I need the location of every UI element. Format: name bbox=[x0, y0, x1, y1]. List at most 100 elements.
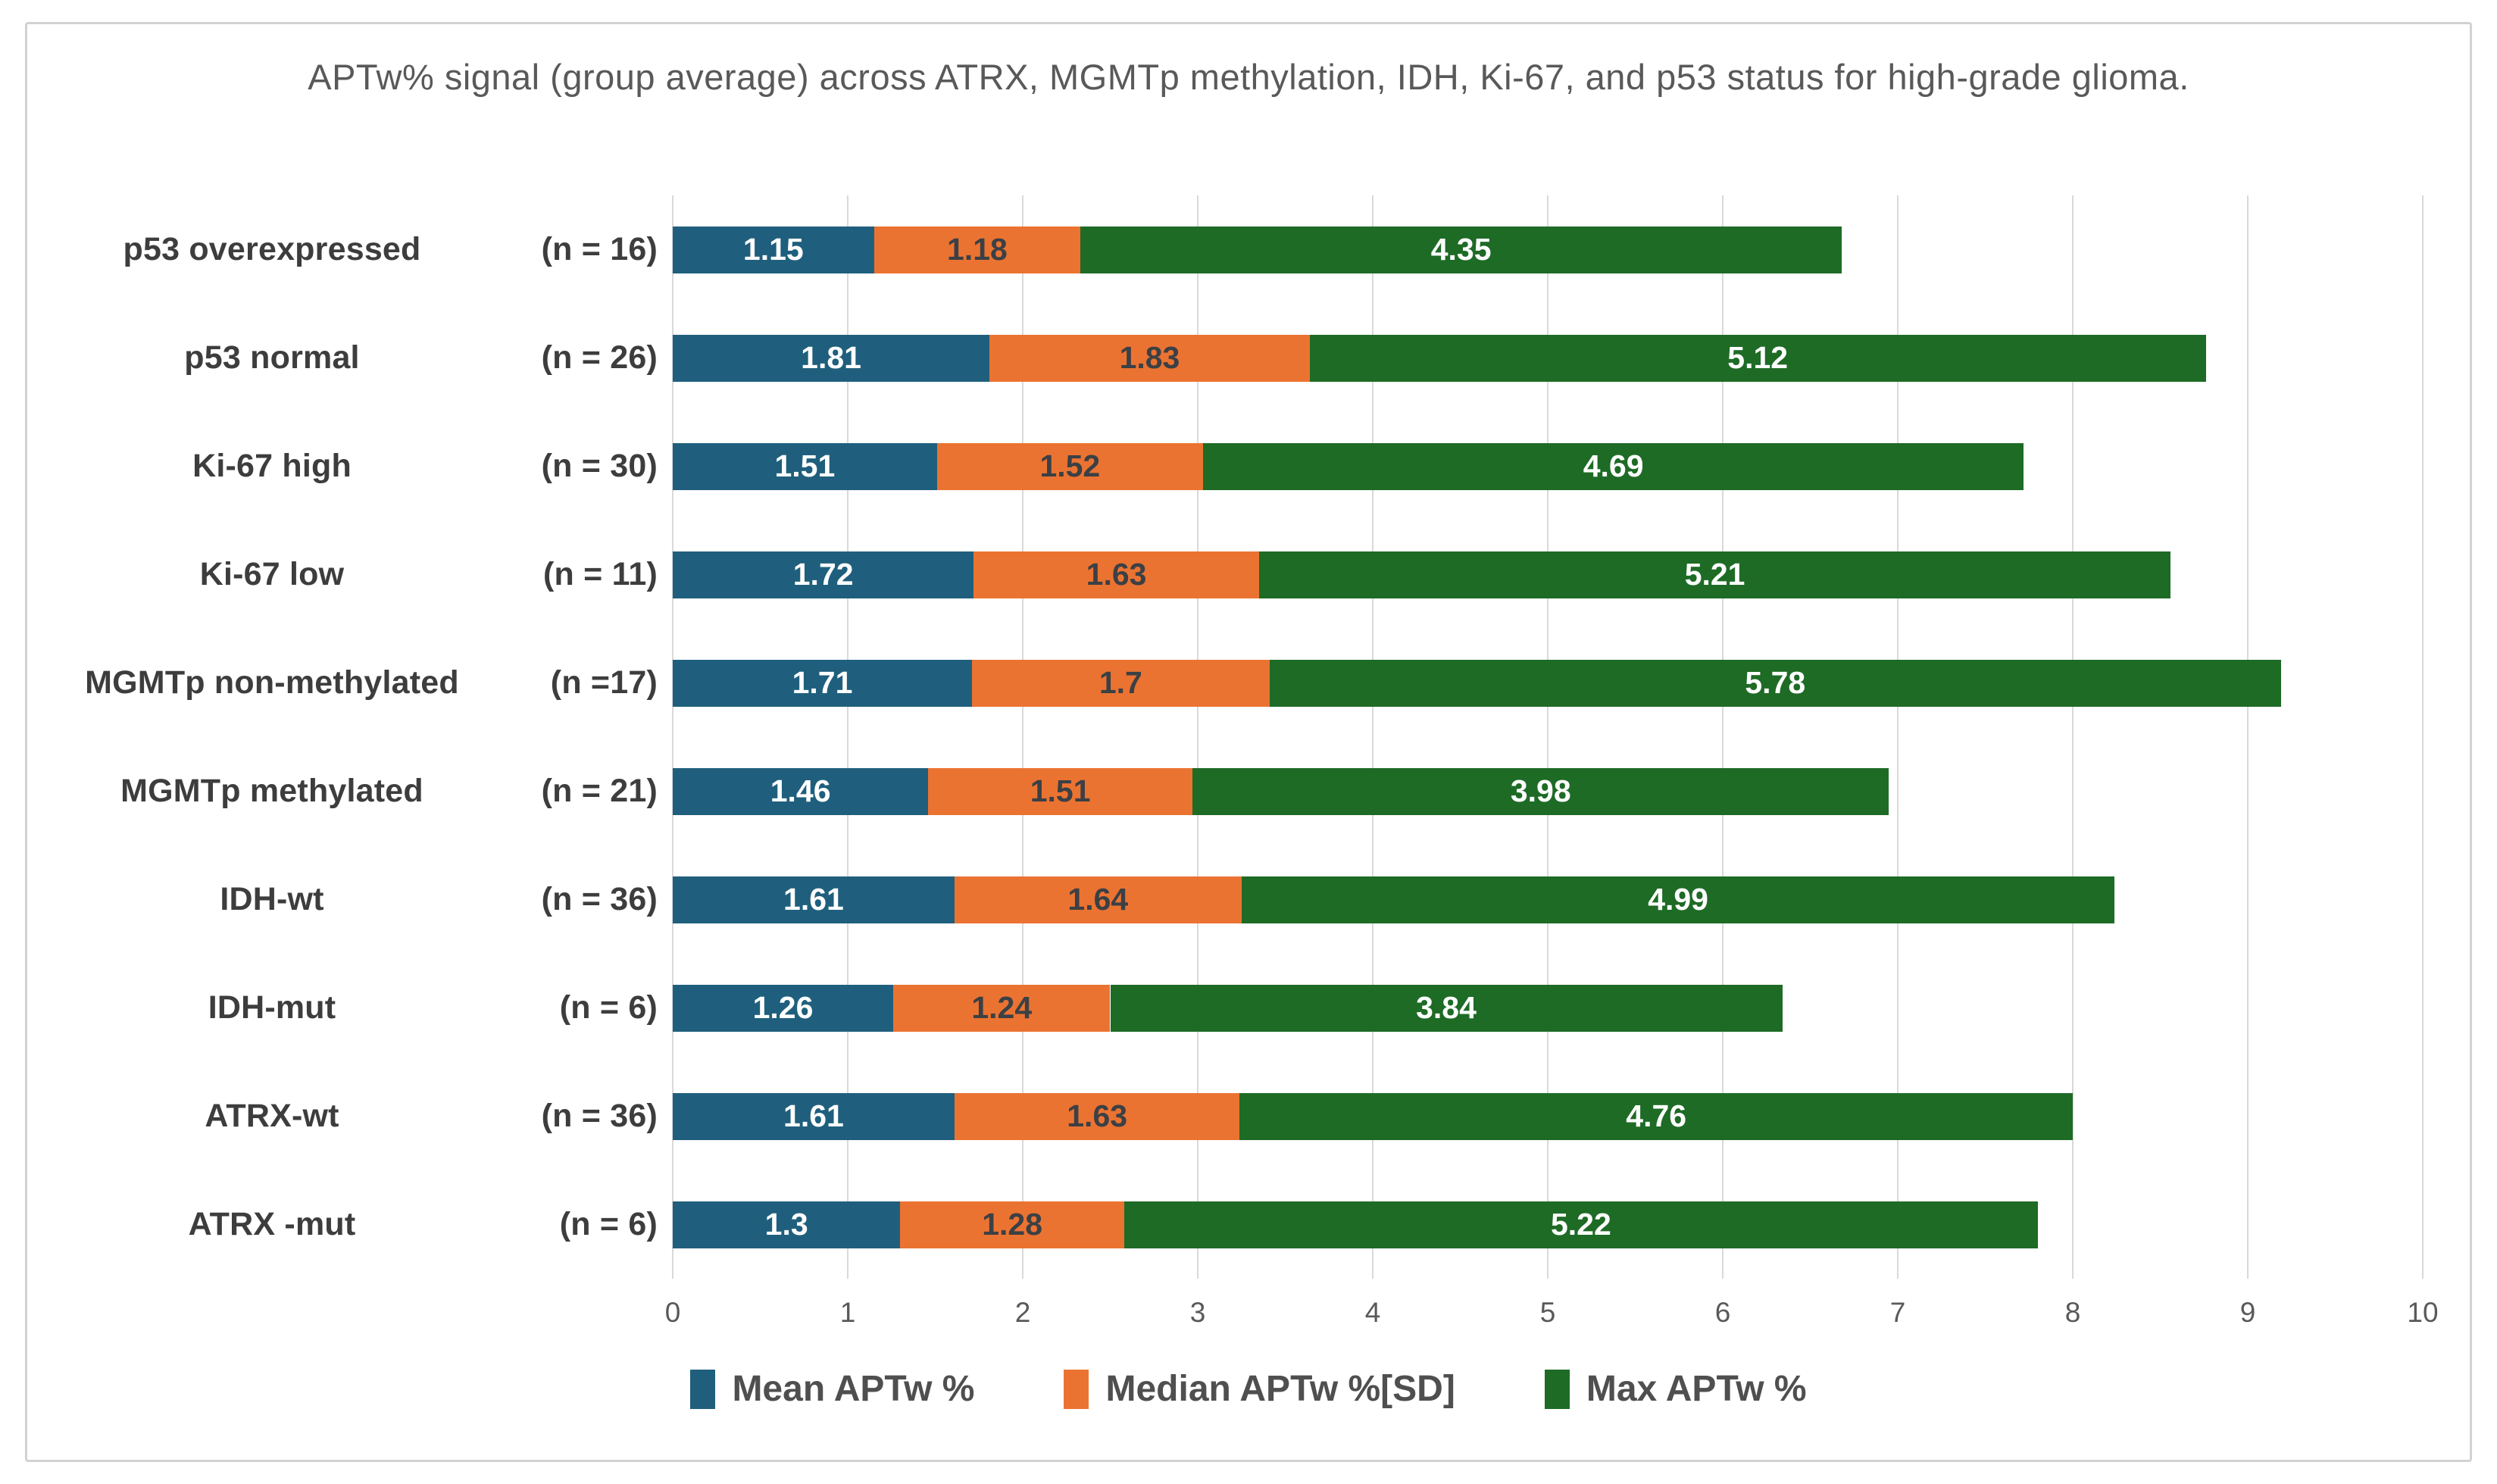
bar-value-label: 1.46 bbox=[770, 773, 831, 808]
gridline bbox=[1372, 195, 1374, 1279]
bar-value-label: 1.3 bbox=[764, 1207, 808, 1242]
category-name: p53 normal bbox=[184, 339, 360, 376]
category-count: (n = 36) bbox=[541, 881, 658, 917]
bar-value-label: 1.72 bbox=[792, 557, 854, 592]
category-label: ATRX -mut (n = 6) bbox=[42, 1170, 658, 1279]
category-count: (n = 11) bbox=[543, 556, 658, 592]
gridline bbox=[2072, 195, 2074, 1279]
bar-value-label: 1.18 bbox=[947, 232, 1008, 267]
x-tick-label: 5 bbox=[1539, 1297, 1556, 1328]
bar-segment-max: 4.69 bbox=[1202, 442, 2024, 490]
legend-item: Median APTw %[SD] bbox=[1064, 1368, 1455, 1410]
bar-segment-max: 5.12 bbox=[1309, 334, 2206, 382]
category-label: IDH-wt (n = 36) bbox=[42, 845, 658, 954]
bar-value-label: 4.35 bbox=[1430, 232, 1492, 267]
bar-segment-mean: 1.81 bbox=[673, 334, 990, 382]
x-tick-label: 10 bbox=[2407, 1297, 2439, 1328]
bar-segment-max: 4.99 bbox=[1241, 876, 2115, 923]
x-tick-label: 7 bbox=[1889, 1297, 1906, 1328]
bar-value-label: 4.76 bbox=[1626, 1098, 1687, 1133]
bar-segment-max: 3.98 bbox=[1192, 767, 1889, 815]
bar-value-label: 1.71 bbox=[792, 665, 853, 700]
category-label: Ki-67 low (n = 11) bbox=[42, 520, 658, 629]
bar-segment-median: 1.28 bbox=[900, 1201, 1124, 1248]
category-count: (n =17) bbox=[550, 664, 658, 701]
category-count: (n = 6) bbox=[559, 1206, 658, 1242]
x-tick-label: 1 bbox=[839, 1297, 856, 1328]
bar-value-label: 5.78 bbox=[1745, 665, 1806, 700]
bar-value-label: 3.84 bbox=[1416, 990, 1477, 1025]
bar-segment-max: 4.76 bbox=[1239, 1092, 2073, 1140]
category-label: p53 normal (n = 26) bbox=[42, 304, 658, 412]
category-label: p53 overexpressed (n = 16) bbox=[42, 195, 658, 304]
category-name: Ki-67 high bbox=[192, 448, 352, 484]
category-name: IDH-mut bbox=[208, 989, 336, 1026]
bar-segment-median: 1.24 bbox=[893, 984, 1111, 1032]
gridline bbox=[1022, 195, 1023, 1279]
category-label: ATRX-wt (n = 36) bbox=[42, 1062, 658, 1170]
category-count: (n = 36) bbox=[541, 1098, 658, 1134]
category-count: (n = 26) bbox=[541, 339, 658, 376]
bar-value-label: 5.12 bbox=[1727, 340, 1789, 375]
bar-segment-median: 1.63 bbox=[954, 1092, 1240, 1140]
bar-value-label: 5.22 bbox=[1550, 1207, 1611, 1242]
x-tick-label: 9 bbox=[2239, 1297, 2256, 1328]
bar-segment-mean: 1.51 bbox=[673, 442, 937, 490]
bar-value-label: 1.52 bbox=[1039, 448, 1101, 483]
x-tick-label: 0 bbox=[664, 1297, 681, 1328]
bar-value-label: 4.69 bbox=[1583, 448, 1644, 483]
category-name: p53 overexpressed bbox=[123, 231, 421, 267]
bar-value-label: 4.99 bbox=[1648, 882, 1708, 917]
bar-value-label: 1.24 bbox=[971, 990, 1033, 1025]
bar-value-label: 1.61 bbox=[783, 1098, 844, 1133]
bar-segment-mean: 1.15 bbox=[673, 226, 874, 273]
legend-item: Max APTw % bbox=[1544, 1368, 1807, 1410]
bar-segment-mean: 1.26 bbox=[673, 984, 894, 1032]
legend-swatch-max bbox=[1544, 1369, 1570, 1409]
gridline bbox=[1547, 195, 1549, 1279]
legend-label: Median APTw %[SD] bbox=[1105, 1369, 1455, 1409]
x-tick-label: 6 bbox=[1714, 1297, 1731, 1328]
x-tick-label: 3 bbox=[1189, 1297, 1206, 1328]
bar-value-label: 1.83 bbox=[1119, 340, 1180, 375]
bar-value-label: 1.28 bbox=[982, 1207, 1043, 1242]
category-name: Ki-67 low bbox=[199, 556, 345, 592]
chart-title: APTw% signal (group average) across ATRX… bbox=[308, 57, 2189, 97]
gridline bbox=[1197, 195, 1198, 1279]
bar-value-label: 1.51 bbox=[1030, 773, 1091, 808]
gridline bbox=[672, 195, 673, 1279]
legend-label: Max APTw % bbox=[1586, 1369, 1807, 1409]
bar-segment-max: 4.35 bbox=[1080, 226, 1842, 273]
bar-value-label: 1.15 bbox=[742, 232, 804, 267]
bar-segment-median: 1.52 bbox=[936, 442, 1203, 490]
bar-value-label: 1.63 bbox=[1067, 1098, 1128, 1133]
bar-segment-mean: 1.46 bbox=[673, 767, 929, 815]
category-name: MGMTp methylated bbox=[120, 773, 423, 809]
legend-swatch-mean bbox=[690, 1369, 716, 1409]
category-label: MGMTp methylated (n = 21) bbox=[42, 737, 658, 845]
bar-value-label: 1.51 bbox=[774, 448, 836, 483]
x-tick-label: 8 bbox=[2064, 1297, 2081, 1328]
bar-segment-max: 5.22 bbox=[1123, 1201, 2038, 1248]
bar-segment-median: 1.18 bbox=[873, 226, 1081, 273]
category-name: ATRX -mut bbox=[188, 1206, 356, 1242]
category-label: MGMTp non-methylated (n =17) bbox=[42, 629, 658, 737]
bar-segment-median: 1.63 bbox=[973, 551, 1259, 598]
bar-segment-mean: 1.3 bbox=[673, 1201, 901, 1248]
category-name: MGMTp non-methylated bbox=[85, 664, 459, 701]
category-count: (n = 21) bbox=[541, 773, 658, 809]
bar-segment-median: 1.83 bbox=[989, 334, 1310, 382]
gridline bbox=[2422, 195, 2424, 1279]
bar-segment-mean: 1.61 bbox=[673, 876, 955, 923]
bar-value-label: 1.81 bbox=[801, 340, 861, 375]
bar-segment-median: 1.51 bbox=[928, 767, 1193, 815]
legend-item: Mean APTw % bbox=[690, 1368, 974, 1410]
bar-segment-max: 5.78 bbox=[1269, 659, 2281, 707]
bar-segment-mean: 1.72 bbox=[673, 551, 974, 598]
category-count: (n = 16) bbox=[541, 231, 658, 267]
bar-value-label: 1.64 bbox=[1067, 882, 1129, 917]
legend-swatch-median bbox=[1064, 1369, 1089, 1409]
category-name: ATRX-wt bbox=[205, 1098, 339, 1134]
bar-segment-mean: 1.61 bbox=[673, 1092, 955, 1140]
